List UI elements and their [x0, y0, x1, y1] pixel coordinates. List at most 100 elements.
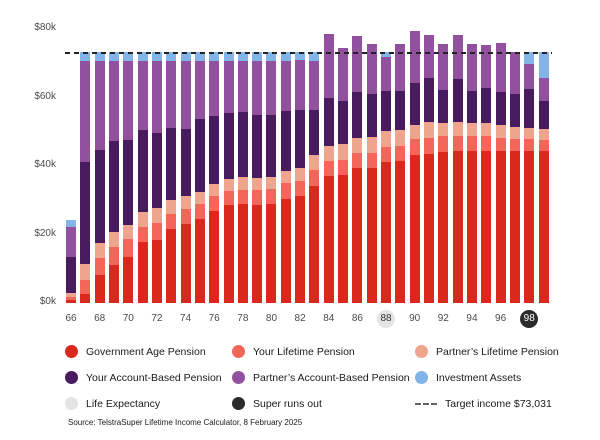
- bar-age-69[interactable]: [108, 51, 119, 303]
- bar-segment: [108, 265, 119, 303]
- bar-age-93[interactable]: [452, 35, 463, 303]
- bar-age-77[interactable]: [223, 51, 234, 303]
- bar-segment: [166, 60, 177, 129]
- bar-segment: [194, 51, 205, 61]
- legend-item-super-runs-out[interactable]: Super runs out: [232, 397, 415, 410]
- bar-segment: [180, 224, 191, 303]
- legend-item-target-income-73-031[interactable]: Target income $73,031: [415, 397, 585, 410]
- bar-segment: [80, 263, 91, 281]
- x-axis: 66 68 70 72 74 76 78 80 82 84 86 88 90 92 94 96 98: [0, 308, 600, 332]
- bar-segment: [80, 161, 91, 264]
- bar-segment: [524, 63, 535, 90]
- bar-age-75[interactable]: [194, 51, 205, 303]
- bar-age-98[interactable]: [524, 51, 535, 303]
- bar-segment: [495, 137, 506, 151]
- bar-segment: [108, 141, 119, 232]
- bar-segment: [94, 258, 105, 276]
- bar-segment: [237, 189, 248, 205]
- bar-age-92[interactable]: [438, 44, 449, 303]
- bar-age-96[interactable]: [495, 42, 506, 303]
- y-tick-label: $20k: [34, 227, 56, 239]
- legend-label: Your Account-Based Pension: [86, 371, 222, 384]
- bar-age-87[interactable]: [366, 44, 377, 303]
- bar-segment: [209, 210, 220, 303]
- bar-age-66[interactable]: [66, 220, 76, 303]
- bar-age-91[interactable]: [424, 35, 434, 303]
- target-income-line: [65, 51, 552, 54]
- bar-segment: [137, 60, 148, 130]
- bar-segment: [223, 179, 234, 192]
- bar-segment: [108, 246, 119, 266]
- bar-segment: [395, 146, 406, 162]
- bar-segment: [108, 231, 119, 247]
- bar-age-73[interactable]: [166, 51, 177, 303]
- bar-age-68[interactable]: [94, 51, 105, 303]
- bar-segment: [481, 45, 492, 88]
- x-tick-label-96: 96: [495, 313, 507, 324]
- bar-segment: [295, 196, 306, 303]
- bar-segment: [123, 224, 134, 239]
- bar-segment: [194, 219, 205, 303]
- bar-segment: [295, 168, 306, 181]
- bar-age-84[interactable]: [323, 34, 334, 303]
- bar-segment: [66, 296, 76, 301]
- x-tick-label-86: 86: [351, 313, 363, 324]
- bar-age-81[interactable]: [280, 51, 291, 303]
- bar-segment: [66, 300, 76, 303]
- bar-age-99[interactable]: [538, 51, 549, 303]
- bar-segment: [352, 92, 363, 138]
- bar-segment: [123, 256, 134, 303]
- legend-item-government-age-pension[interactable]: Government Age Pension: [65, 345, 232, 358]
- bar-segment: [481, 87, 492, 123]
- bar-segment: [194, 119, 205, 192]
- bar-segment: [252, 205, 263, 303]
- bar-segment: [438, 122, 449, 137]
- bar-age-95[interactable]: [481, 45, 492, 303]
- bar-segment: [395, 90, 406, 131]
- bar-age-88[interactable]: [381, 51, 392, 303]
- legend-item-your-lifetime-pension[interactable]: Your Lifetime Pension: [232, 345, 415, 358]
- bar-segment: [137, 226, 148, 242]
- bar-segment: [151, 208, 162, 224]
- bar-segment: [180, 51, 191, 61]
- bar-age-90[interactable]: [409, 31, 420, 303]
- bar-age-85[interactable]: [338, 47, 349, 303]
- bar-age-74[interactable]: [180, 51, 191, 303]
- bar-segment: [395, 161, 406, 303]
- bar-age-76[interactable]: [209, 51, 220, 303]
- bar-segment: [495, 125, 506, 138]
- bar-segment: [66, 226, 76, 257]
- bar-age-71[interactable]: [137, 51, 148, 303]
- dashed-line-icon: [415, 402, 437, 405]
- bar-segment: [209, 196, 220, 211]
- legend-item-investment-assets[interactable]: Investment Assets: [415, 371, 585, 384]
- bar-age-79[interactable]: [252, 51, 263, 303]
- bar-segment: [466, 91, 477, 123]
- bar-segment: [280, 183, 291, 199]
- bar-segment: [538, 139, 549, 151]
- legend-item-life-expectancy[interactable]: Life Expectancy: [65, 397, 232, 410]
- legend-item-partner-s-account-based-pension[interactable]: Partner’s Account-Based Pension: [232, 371, 415, 384]
- bar-segment: [323, 175, 334, 303]
- legend-item-partner-s-lifetime-pension[interactable]: Partner’s Lifetime Pension: [415, 345, 585, 358]
- bar-age-78[interactable]: [237, 51, 248, 303]
- bar-age-67[interactable]: [80, 51, 91, 303]
- bar-age-80[interactable]: [266, 51, 277, 303]
- bar-age-83[interactable]: [309, 51, 320, 303]
- bar-segment: [151, 133, 162, 209]
- legend-item-your-account-based-pension[interactable]: Your Account-Based Pension: [65, 371, 232, 384]
- bar-segment: [452, 121, 463, 136]
- bar-age-94[interactable]: [466, 44, 477, 303]
- bar-segment: [481, 135, 492, 151]
- bar-age-86[interactable]: [352, 35, 363, 303]
- bar-age-97[interactable]: [509, 51, 520, 303]
- bar-age-82[interactable]: [295, 51, 306, 303]
- bar-segment: [366, 167, 377, 303]
- bar-age-72[interactable]: [151, 51, 162, 303]
- bar-segment: [108, 51, 119, 61]
- bar-age-89[interactable]: [395, 44, 406, 303]
- bar-segment: [438, 44, 449, 90]
- bar-age-70[interactable]: [123, 51, 134, 303]
- bar-segment: [381, 131, 392, 147]
